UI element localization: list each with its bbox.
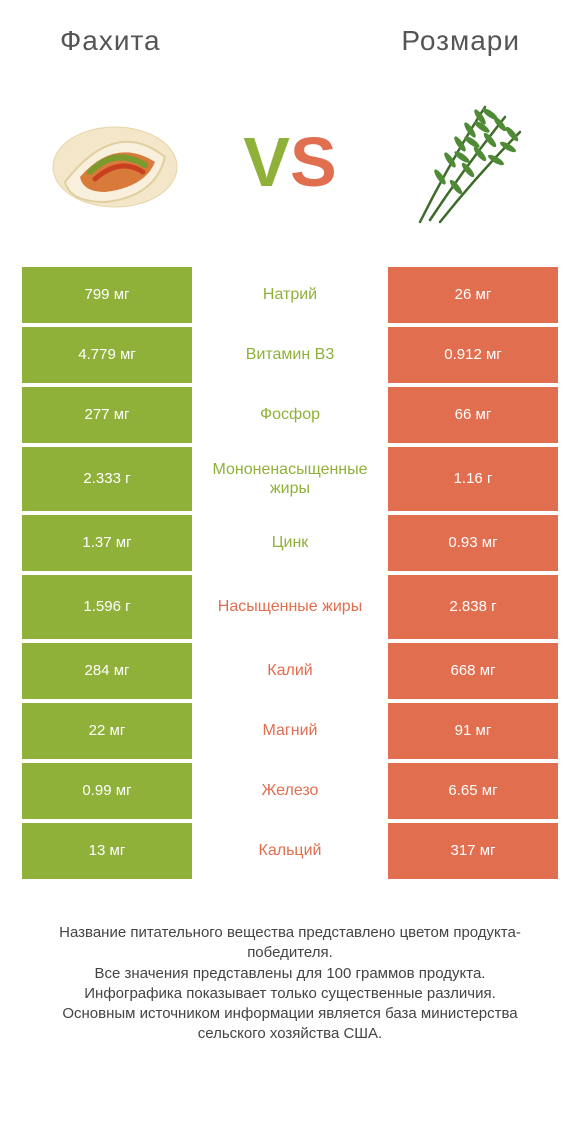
table-row: 2.333 гМононенасыщенные жиры1.16 г (22, 447, 558, 511)
left-value-cell: 1.37 мг (22, 515, 192, 571)
rosemary-image (390, 97, 540, 227)
footer-line: Инфографика показывает только существенн… (30, 984, 550, 1004)
vs-v-letter: V (243, 123, 290, 201)
fajita-image (40, 97, 190, 227)
left-value-cell: 1.596 г (22, 575, 192, 639)
table-row: 22 мгМагний91 мг (22, 703, 558, 759)
right-value-cell: 0.912 мг (388, 327, 558, 383)
footer-notes: Название питательного вещества представл… (0, 883, 580, 1045)
nutrient-label-cell: Фосфор (192, 387, 388, 443)
images-row: VS (0, 67, 580, 267)
left-value-cell: 277 мг (22, 387, 192, 443)
left-value-cell: 799 мг (22, 267, 192, 323)
vs-s-letter: S (290, 123, 337, 201)
table-row: 1.37 мгЦинк0.93 мг (22, 515, 558, 571)
nutrient-label-cell: Натрий (192, 267, 388, 323)
table-row: 13 мгКальций317 мг (22, 823, 558, 879)
nutrient-label-cell: Калий (192, 643, 388, 699)
right-value-cell: 91 мг (388, 703, 558, 759)
nutrient-label-cell: Железо (192, 763, 388, 819)
nutrient-label-cell: Кальций (192, 823, 388, 879)
right-product-title: Розмари (401, 25, 520, 57)
nutrient-label-cell: Мононенасыщенные жиры (192, 447, 388, 511)
left-value-cell: 22 мг (22, 703, 192, 759)
right-value-cell: 1.16 г (388, 447, 558, 511)
table-row: 284 мгКалий668 мг (22, 643, 558, 699)
nutrient-label-cell: Насыщенные жиры (192, 575, 388, 639)
right-value-cell: 6.65 мг (388, 763, 558, 819)
left-value-cell: 4.779 мг (22, 327, 192, 383)
right-value-cell: 26 мг (388, 267, 558, 323)
table-row: 0.99 мгЖелезо6.65 мг (22, 763, 558, 819)
right-value-cell: 66 мг (388, 387, 558, 443)
nutrient-label-cell: Магний (192, 703, 388, 759)
fajita-icon (45, 107, 185, 217)
right-value-cell: 2.838 г (388, 575, 558, 639)
vs-label: VS (243, 127, 336, 197)
table-row: 4.779 мгВитамин B30.912 мг (22, 327, 558, 383)
footer-line: Основным источником информации является … (30, 1004, 550, 1045)
footer-line: Все значения представлены для 100 граммо… (30, 964, 550, 984)
right-value-cell: 317 мг (388, 823, 558, 879)
rosemary-icon (390, 92, 540, 232)
left-value-cell: 0.99 мг (22, 763, 192, 819)
nutrient-label-cell: Витамин B3 (192, 327, 388, 383)
left-value-cell: 2.333 г (22, 447, 192, 511)
comparison-table: 799 мгНатрий26 мг4.779 мгВитамин B30.912… (0, 267, 580, 879)
nutrient-label-cell: Цинк (192, 515, 388, 571)
table-row: 799 мгНатрий26 мг (22, 267, 558, 323)
right-value-cell: 0.93 мг (388, 515, 558, 571)
header: Фахита Розмари (0, 0, 580, 67)
footer-line: Название питательного вещества представл… (30, 923, 550, 964)
right-value-cell: 668 мг (388, 643, 558, 699)
left-value-cell: 13 мг (22, 823, 192, 879)
table-row: 277 мгФосфор66 мг (22, 387, 558, 443)
left-product-title: Фахита (60, 25, 161, 57)
left-value-cell: 284 мг (22, 643, 192, 699)
table-row: 1.596 гНасыщенные жиры2.838 г (22, 575, 558, 639)
